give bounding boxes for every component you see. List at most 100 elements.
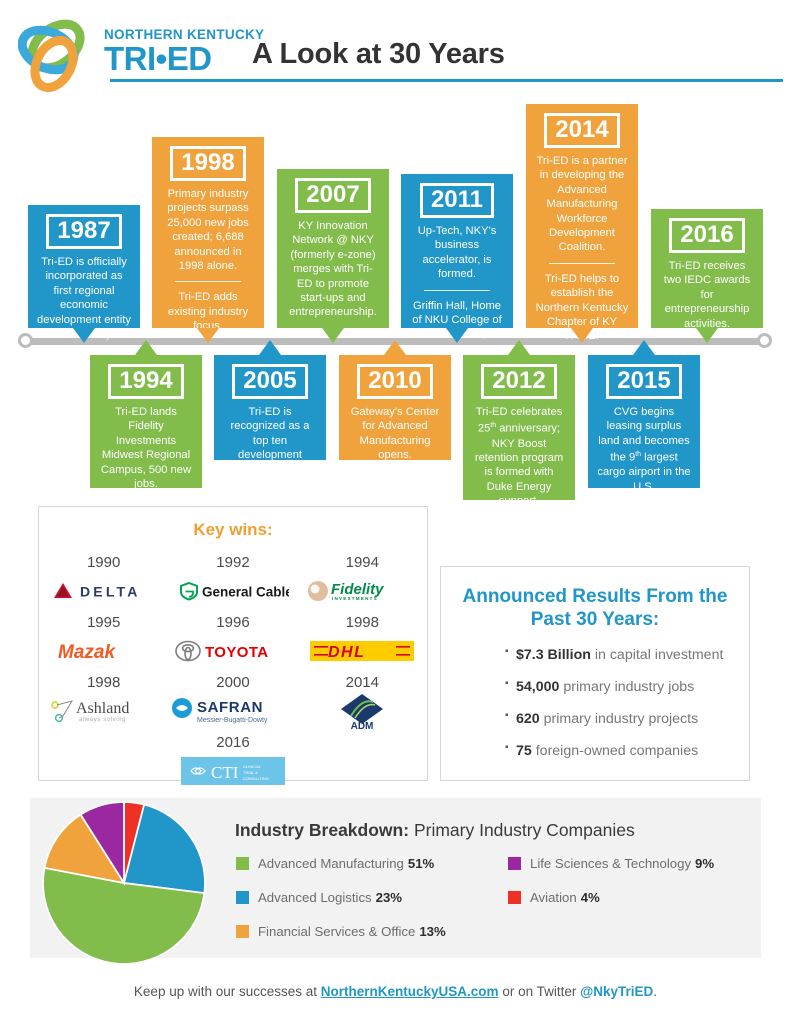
- legend-item: Life Sciences & Technology 9%: [508, 856, 714, 871]
- key-win-entry: 1998 Ashland always solving: [39, 670, 168, 730]
- timeline-card-text: Tri-ED celebrates 25th anniversary; NKY …: [474, 406, 564, 508]
- legend-label: Aviation: [530, 890, 577, 905]
- result-value: 620: [516, 711, 540, 727]
- key-win-year: 1992: [216, 554, 250, 571]
- timeline-card-text: Gateway's Center for Advanced Manufactur…: [350, 406, 440, 462]
- legend-label: Advanced Logistics: [258, 890, 372, 905]
- pie-slice-advanced-manufacturing: [42, 866, 206, 965]
- legend-value: 4%: [580, 890, 600, 905]
- timeline-year-2012: 2012: [481, 364, 557, 399]
- legend-swatch: [236, 925, 249, 938]
- card-pointer: [384, 340, 406, 355]
- key-win-year: 2014: [345, 674, 379, 691]
- legend-value: 23%: [375, 890, 403, 905]
- timeline-year-1994: 1994: [108, 364, 184, 399]
- results-title: Announced Results From the Past 30 Years…: [462, 586, 728, 630]
- result-value: 54,000: [516, 679, 560, 695]
- results-list: $7.3 Billion in capital investment 54,000…: [465, 646, 749, 759]
- twitter-handle[interactable]: @NkyTriED: [580, 984, 654, 999]
- footer-text-before: Keep up with our successes at: [133, 984, 321, 999]
- timeline-card-1987: 1987 Tri-ED is officially incorporated as…: [28, 205, 140, 343]
- svg-text:General Cable: General Cable: [202, 585, 289, 600]
- svg-text:CONSULTING: CONSULTING: [243, 776, 269, 781]
- chart-title-prefix: Industry Breakdown:: [235, 820, 410, 840]
- card-pointer: [446, 328, 468, 343]
- key-wins-grid: 1990 DELTA 1992 General Cable 1994 Fidelit…: [39, 550, 427, 790]
- svg-text:SAFRAN: SAFRAN: [197, 699, 263, 716]
- legend-swatch: [236, 857, 249, 870]
- pie-slice-life-sciences-technology: [79, 801, 125, 887]
- legend-label: Life Sciences & Technology: [530, 856, 692, 871]
- key-win-entry: 2000 SAFRAN Messier-Bugatti-Dowty: [168, 670, 297, 730]
- legend-swatch: [508, 891, 521, 904]
- legend-label: Advanced Manufacturing: [258, 856, 404, 871]
- timeline-card-2014: 2014 Tri-ED is a partner in developing th…: [526, 104, 638, 343]
- timeline-card-1998: 1998 Primary industry projects surpass 25…: [152, 137, 264, 343]
- safran-logo: SAFRAN Messier-Bugatti-Dowty: [170, 696, 295, 726]
- industry-pie-chart: [42, 801, 206, 965]
- pie-slice-advanced-logistics: [122, 803, 206, 895]
- header-divider: [110, 79, 783, 82]
- svg-text:DHL: DHL: [328, 644, 365, 661]
- svg-text:Mazak: Mazak: [58, 642, 116, 662]
- footer-text-after: .: [653, 984, 658, 999]
- key-wins-title: Key wins:: [193, 520, 273, 539]
- timeline-card-text: Primary industry projects surpass 25,000…: [167, 188, 249, 273]
- svg-text:Ashland: Ashland: [76, 700, 129, 717]
- logo-line-1: NORTHERN KENTUCKY: [104, 27, 265, 42]
- toyota-logo: TOYOTA: [170, 636, 295, 666]
- svg-text:Messier-Bugatti-Dowty: Messier-Bugatti-Dowty: [197, 717, 268, 724]
- svg-text:ADM: ADM: [351, 721, 374, 730]
- website-link[interactable]: NorthernKentuckyUSA.com: [320, 984, 499, 999]
- timeline-card-2012: 2012 Tri-ED celebrates 25th anniversary; …: [463, 340, 575, 507]
- svg-text:INVESTMENTS: INVESTMENTS: [332, 596, 378, 601]
- result-value: 75: [516, 743, 532, 759]
- legend-label: Financial Services & Office: [258, 924, 416, 939]
- chart-title-suffix: Primary Industry Companies: [413, 820, 635, 840]
- key-win-entry: 2016 CTI CLINICAL TRIAL & CONSULTING: [168, 730, 297, 790]
- key-win-entry: 1998 DHL: [298, 610, 427, 670]
- card-pointer: [259, 340, 281, 355]
- fidelity-logo: Fidelity INVESTMENTS: [300, 576, 425, 606]
- card-divider: [424, 289, 490, 291]
- pie-slice-financial-services-office: [43, 813, 126, 885]
- result-item: $7.3 Billion in capital investment: [505, 646, 749, 663]
- chart-title: Industry Breakdown: Primary Industry Com…: [235, 820, 635, 841]
- timeline-card-2007: 2007 KY Innovation Network @ NKY (formerl…: [277, 169, 389, 343]
- timeline-card-2011: 2011 Up-Tech, NKY's business accelerator,…: [401, 174, 513, 355]
- dhl-logo: DHL: [300, 636, 425, 666]
- key-win-entry: 1990 DELTA: [39, 550, 168, 610]
- timeline-card-2005: 2005 Tri-ED is recognized as a top ten de…: [214, 340, 326, 476]
- timeline-card-text: KY Innovation Network @ NKY (formerly e-…: [289, 220, 377, 319]
- legend-item: Aviation 4%: [508, 890, 600, 905]
- result-item: 620 primary industry projects: [505, 710, 749, 727]
- result-label: foreign-owned companies: [535, 743, 699, 759]
- timeline-year-2015: 2015: [606, 364, 682, 399]
- key-win-year: 1995: [86, 614, 121, 631]
- result-label: in capital investment: [594, 647, 724, 663]
- svg-text:TOYOTA: TOYOTA: [205, 644, 269, 661]
- svg-text:Fidelity: Fidelity: [331, 581, 384, 598]
- logo-wordmark: NORTHERN KENTUCKY TRI•ED: [104, 28, 264, 75]
- timeline-year-2014: 2014: [544, 113, 620, 148]
- legend-value: 9%: [695, 856, 715, 871]
- card-pointer: [135, 340, 157, 355]
- page-title: A Look at 30 Years: [252, 38, 505, 70]
- card-pointer: [322, 328, 344, 343]
- timeline-card-1994: 1994 Tri-ED lands Fidelity Investments Mi…: [90, 340, 202, 490]
- timeline-card-text-secondary: Griffin Hall, Home of NKU College of Inf…: [412, 299, 502, 355]
- legend-item: Financial Services & Office 13%: [236, 924, 446, 939]
- card-pointer: [633, 340, 655, 355]
- ashland-logo: Ashland always solving: [41, 696, 166, 726]
- timeline-card-text: CVG begins leasing surplus land and beco…: [597, 406, 691, 493]
- legend-swatch: [508, 857, 521, 870]
- timeline-year-2007: 2007: [295, 178, 371, 213]
- key-win-entry: 1994 Fidelity INVESTMENTS: [298, 550, 427, 610]
- results-panel: Announced Results From the Past 30 Years…: [440, 566, 750, 781]
- key-win-entry: 1995 Mazak: [39, 610, 168, 670]
- timeline-year-2005: 2005: [232, 364, 308, 399]
- legend-item: Advanced Logistics 23%: [236, 890, 402, 905]
- result-label: primary industry jobs: [563, 679, 695, 695]
- industry-breakdown-section: Industry Breakdown: Primary Industry Com…: [30, 798, 761, 965]
